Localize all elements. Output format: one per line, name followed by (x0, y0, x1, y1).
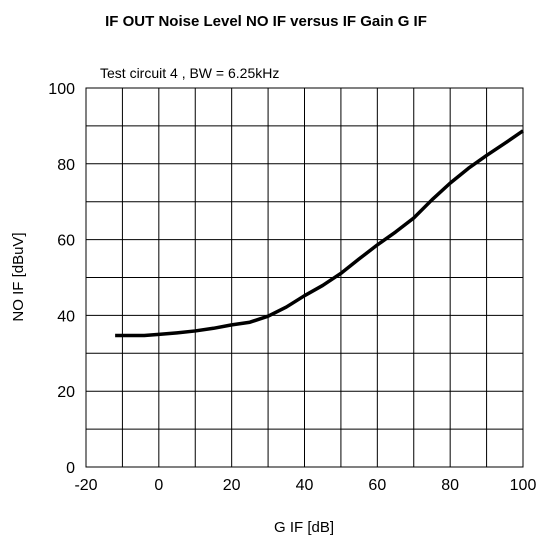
x-tick-label: 20 (223, 477, 241, 494)
y-tick-label: 60 (57, 233, 75, 250)
y-tick-label: 100 (48, 81, 75, 98)
x-tick-label: 60 (368, 477, 386, 494)
x-tick-label: 0 (154, 477, 163, 494)
series-layer (115, 129, 524, 338)
y-tick-label: 0 (66, 460, 75, 477)
y-tick-label: 40 (57, 308, 75, 325)
plot-frame (85, 87, 524, 468)
chart-subtitle: Test circuit 4 , BW = 6.25kHz (100, 65, 279, 81)
x-tick-label: 100 (510, 477, 537, 494)
x-tick-label: 40 (296, 477, 314, 494)
x-tick-label: -20 (74, 477, 97, 494)
chart-title: IF OUT Noise Level NO IF versus IF Gain … (105, 13, 427, 30)
series-line (115, 129, 524, 338)
y-axis-label: NO IF [dBuV] (10, 232, 27, 321)
grid-lines (86, 88, 523, 467)
x-axis-label: G IF [dB] (274, 519, 334, 536)
y-tick-label: 20 (57, 384, 75, 401)
x-tick-label: 80 (441, 477, 459, 494)
y-tick-label: 80 (57, 157, 75, 174)
